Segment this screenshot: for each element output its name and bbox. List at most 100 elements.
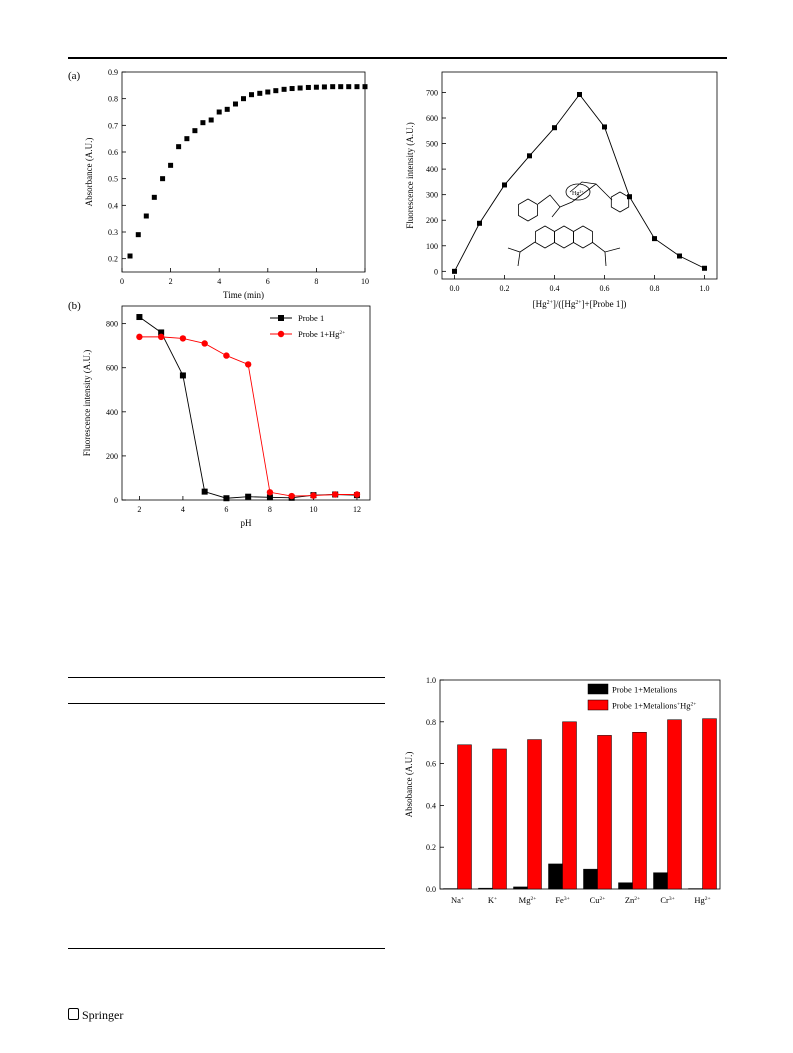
data-point <box>627 194 632 200</box>
data-point <box>249 92 255 98</box>
data-point <box>192 128 198 134</box>
category-label: Mg2+ <box>519 895 537 905</box>
bar-probe-metalions-hg <box>527 739 542 890</box>
legend-label: Probe 1+Metalions <box>612 685 677 695</box>
x-tick-label: 8 <box>314 277 318 286</box>
plot-frame <box>121 71 366 273</box>
molecule-hg-label: Hg2+ <box>572 190 583 197</box>
chart-metal-ions-bar: 0.0 0.2 0.4 0.6 0.8 1.0 Absobance (A.U.) Na+ K+ M… <box>404 676 721 905</box>
x-tick-label: 4 <box>181 505 185 514</box>
x-tick-label: 10 <box>361 277 369 286</box>
plot-frame <box>121 305 371 501</box>
data-point <box>313 84 319 90</box>
chart-fluorescence-ph: 2 4 6 8 10 12 0 200 400 600 800 pH Fluorescence inte… <box>82 305 371 528</box>
x-tick-label: 4 <box>217 277 221 286</box>
x-tick-label: 8 <box>268 505 272 514</box>
bar-probe-metalions <box>548 863 563 890</box>
data-point <box>136 333 143 341</box>
chart-absorbance-time: 0 2 4 6 8 10 0.2 0.3 0.4 0.5 0.6 0.7 0.8 0.9 Time (min… <box>84 68 369 300</box>
data-point <box>216 109 222 115</box>
x-tick-label: 12 <box>353 505 361 514</box>
footer-springer: Springer <box>68 1008 123 1023</box>
data-point <box>184 136 190 142</box>
bar-probe-metalions-hg <box>667 719 682 890</box>
y-tick-label: 0.0 <box>426 885 436 894</box>
y-axis-label: Absorbance (A.U.) <box>84 138 94 207</box>
y-tick-label: 700 <box>426 88 438 97</box>
x-tick-label: 0.2 <box>500 284 510 293</box>
x-tick-label: 2 <box>169 277 173 286</box>
x-tick-label: 6 <box>224 505 228 514</box>
data-point <box>157 333 165 341</box>
data-point <box>288 492 295 500</box>
y-tick-label: 600 <box>426 114 438 123</box>
data-point <box>502 182 507 188</box>
legend-marker <box>278 315 284 321</box>
y-tick-label: 0.5 <box>108 175 118 184</box>
data-point <box>151 194 157 200</box>
data-point <box>310 492 317 499</box>
table-rule-bottom <box>68 948 385 949</box>
bar-probe-metalions <box>583 868 598 890</box>
data-point <box>127 253 133 259</box>
bar-probe-metalions <box>478 887 493 890</box>
y-tick-label: 0.8 <box>108 95 118 104</box>
data-point <box>201 340 208 347</box>
category-label: Na+ <box>451 895 464 905</box>
y-axis-label: Fluorescence intensity (A.U.) <box>405 122 415 228</box>
data-point <box>168 162 174 168</box>
data-point <box>179 335 187 342</box>
y-axis-label: Fluorescence intensity (A.U.) <box>82 350 92 456</box>
data-point <box>201 488 208 495</box>
data-point <box>223 495 230 502</box>
y-tick-label: 100 <box>426 242 438 251</box>
data-point <box>577 91 582 97</box>
plot-frame <box>439 679 721 890</box>
data-point <box>677 253 682 259</box>
x-tick-label: 1.0 <box>700 284 710 293</box>
y-tick-label: 0.6 <box>426 760 436 769</box>
legend-marker <box>277 330 285 338</box>
data-point <box>244 361 252 368</box>
x-axis-label: Time (min) <box>223 290 264 300</box>
y-tick-label: 600 <box>106 364 118 373</box>
y-tick-label: 200 <box>106 452 118 461</box>
y-tick-label: 800 <box>106 320 118 329</box>
x-tick-label: 10 <box>309 505 317 514</box>
x-tick-label: 6 <box>266 277 270 286</box>
data-point <box>602 124 607 130</box>
data-point <box>257 90 263 96</box>
x-tick-label: 0.8 <box>650 284 660 293</box>
y-tick-label: 0.7 <box>108 121 118 130</box>
y-tick-label: 0.3 <box>108 228 118 237</box>
data-point <box>266 494 273 501</box>
y-tick-label: 0.9 <box>108 68 118 77</box>
molecule-structure <box>507 181 630 267</box>
data-point <box>321 84 327 90</box>
legend-label: Probe 1+Hg2+ <box>298 329 345 339</box>
x-tick-label: 0.4 <box>550 284 560 293</box>
table-rule-top <box>68 677 385 678</box>
data-point <box>346 84 352 90</box>
category-label: Fe3+ <box>555 895 569 905</box>
y-tick-label: 0.2 <box>108 255 118 264</box>
data-point <box>362 84 368 90</box>
data-point <box>289 86 295 92</box>
data-point <box>158 329 165 336</box>
x-tick-label: 0.0 <box>450 284 460 293</box>
x-axis-label: pH <box>241 518 253 528</box>
data-point <box>305 84 311 90</box>
y-tick-label: 0.2 <box>426 843 436 852</box>
chart-job-plot: 0.0 0.2 0.4 0.6 0.8 1.0 0 100 200 300 400 500 600 700… <box>405 71 718 309</box>
springer-logo-icon <box>68 1008 79 1020</box>
top-rule <box>68 57 727 59</box>
category-label: Cr3+ <box>660 895 674 905</box>
legend-swatch <box>587 683 609 695</box>
y-tick-label: 400 <box>426 165 438 174</box>
bar-probe-metalions <box>618 882 633 890</box>
data-point <box>223 352 230 359</box>
bar-probe-metalions <box>653 872 668 890</box>
y-tick-label: 0.4 <box>426 801 436 810</box>
y-tick-label: 0.4 <box>108 201 118 210</box>
category-label: Zn2+ <box>625 895 640 905</box>
